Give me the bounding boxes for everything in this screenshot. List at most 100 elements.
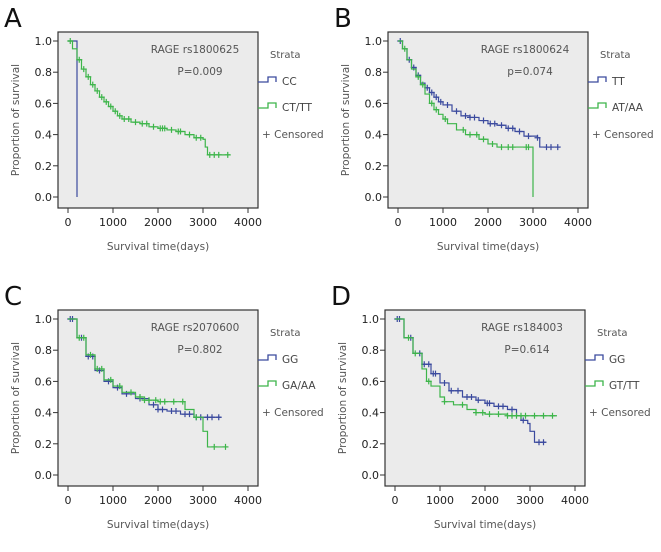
censor-mark [471,114,478,121]
p-value: P=0.614 [504,344,550,356]
x-tick-label: 2000 [471,494,499,507]
censor-mark [159,406,166,413]
censor-mark [479,409,486,416]
censor-mark [419,81,426,88]
x-tick-label: 4000 [564,216,592,229]
y-tick-label: 0.6 [35,97,53,110]
y-tick-label: 0.2 [365,160,383,173]
censor-mark [473,131,480,138]
censor-mark [520,417,527,424]
censor-mark [197,134,204,141]
x-tick-label: 2000 [474,216,502,229]
legend-swatch-green [258,102,277,109]
legend-swatch-blue [588,76,607,83]
censor-mark [152,397,159,404]
y-tick-label: 0.8 [362,344,380,357]
censor-mark [168,126,175,133]
p-value: P=0.802 [177,344,222,356]
censor-mark [531,412,538,419]
censor-mark [462,112,469,119]
censor-mark [442,116,449,122]
y-tick-label: 0.4 [365,129,383,142]
censor-mark [161,398,168,405]
legend-title: Strata [600,50,631,61]
censor-mark [495,411,502,418]
censor-mark [453,108,460,115]
survival-curve-ct-tt [68,40,230,156]
censor-mark [215,151,222,158]
censor-mark [103,98,110,105]
panel-a: A 0.0 0.2 0.4 0.6 0.8 1.0 0 1000 2000 3000 4000 Surv… [0,0,330,270]
y-tick-label: 0.8 [35,344,53,357]
test-title: RAGE rs1800625 [151,44,240,56]
censor-mark [549,412,556,419]
censor-mark [116,112,123,119]
censor-mark [128,389,134,396]
censor-mark [186,131,193,138]
censor-mark [415,73,422,80]
censor-mark [211,443,218,450]
x-tick-label: 1000 [99,216,127,229]
y-tick-label: 1.0 [365,35,383,48]
legend-title: Strata [270,50,301,61]
x-tick-label: 0 [395,216,402,229]
legend-title: Strata [270,328,301,339]
y-tick-label: 0.8 [365,66,383,79]
y-axis-title: Proportion of survival [340,64,352,176]
x-tick-label: 0 [65,216,72,229]
censor-mark [540,412,547,419]
censor-mark [525,133,532,140]
censor-mark [460,126,467,133]
x-axis-title: Survival time(days) [434,519,536,531]
censor-mark [209,414,215,421]
censor-mark [215,414,222,421]
y-tick-label: 0.8 [35,66,53,79]
censor-mark [132,119,139,126]
y-tick-label: 0.4 [362,407,380,420]
censor-mark [107,103,114,110]
legend-item: GG [282,354,298,366]
censor-mark [437,98,444,105]
legend-swatch-blue [258,354,277,361]
plot-area [384,309,586,487]
km-plot-a: A 0.0 0.2 0.4 0.6 0.8 1.0 0 1000 2000 3000 4000 Surv… [4,4,324,253]
legend-item: CC [282,76,297,88]
censor-mark [161,125,168,132]
legend-swatch-green [585,380,604,387]
test-title: RAGE rs2070600 [151,322,240,334]
censor-mark [509,144,516,151]
censor-mark [425,361,432,368]
legend-item: GA/AA [282,380,316,392]
legend-item: CT/TT [282,102,313,114]
censor-mark [150,401,157,408]
censor-mark [80,334,87,341]
censor-mark [170,398,177,405]
legend-censored: + Censored [592,129,654,141]
censor-mark [486,411,493,418]
legend-censored: + Censored [589,407,651,419]
censor-mark [498,122,505,129]
censor-mark [516,128,523,135]
x-axis-title: Survival time(days) [107,519,209,531]
censor-mark [459,401,466,408]
censor-mark [412,350,419,357]
censor-mark [224,151,231,158]
censor-mark [525,144,532,151]
y-tick-label: 0.0 [35,191,53,204]
panel-d: D 0.0 0.2 0.4 0.6 0.8 1.0 0 1000 2000 3000 4000 Surv… [327,278,657,548]
y-axis-title: Proportion of survival [10,64,22,176]
censor-mark [146,397,152,404]
censor-mark [486,400,493,407]
censor-mark [489,140,496,147]
km-plot-b: B 0.0 0.2 0.4 0.6 0.8 1.0 0 1000 2000 3000 4000 Surv… [334,4,654,253]
censor-mark [67,38,74,44]
y-tick-label: 0.6 [365,97,383,110]
x-tick-label: 0 [65,494,72,507]
censor-mark [222,443,229,450]
legend-swatch-blue [585,354,604,361]
x-tick-label: 2000 [144,494,172,507]
censor-mark [85,73,92,80]
plot-area [57,31,259,209]
test-title: RAGE rs1800624 [481,44,570,56]
censor-mark [455,387,461,394]
